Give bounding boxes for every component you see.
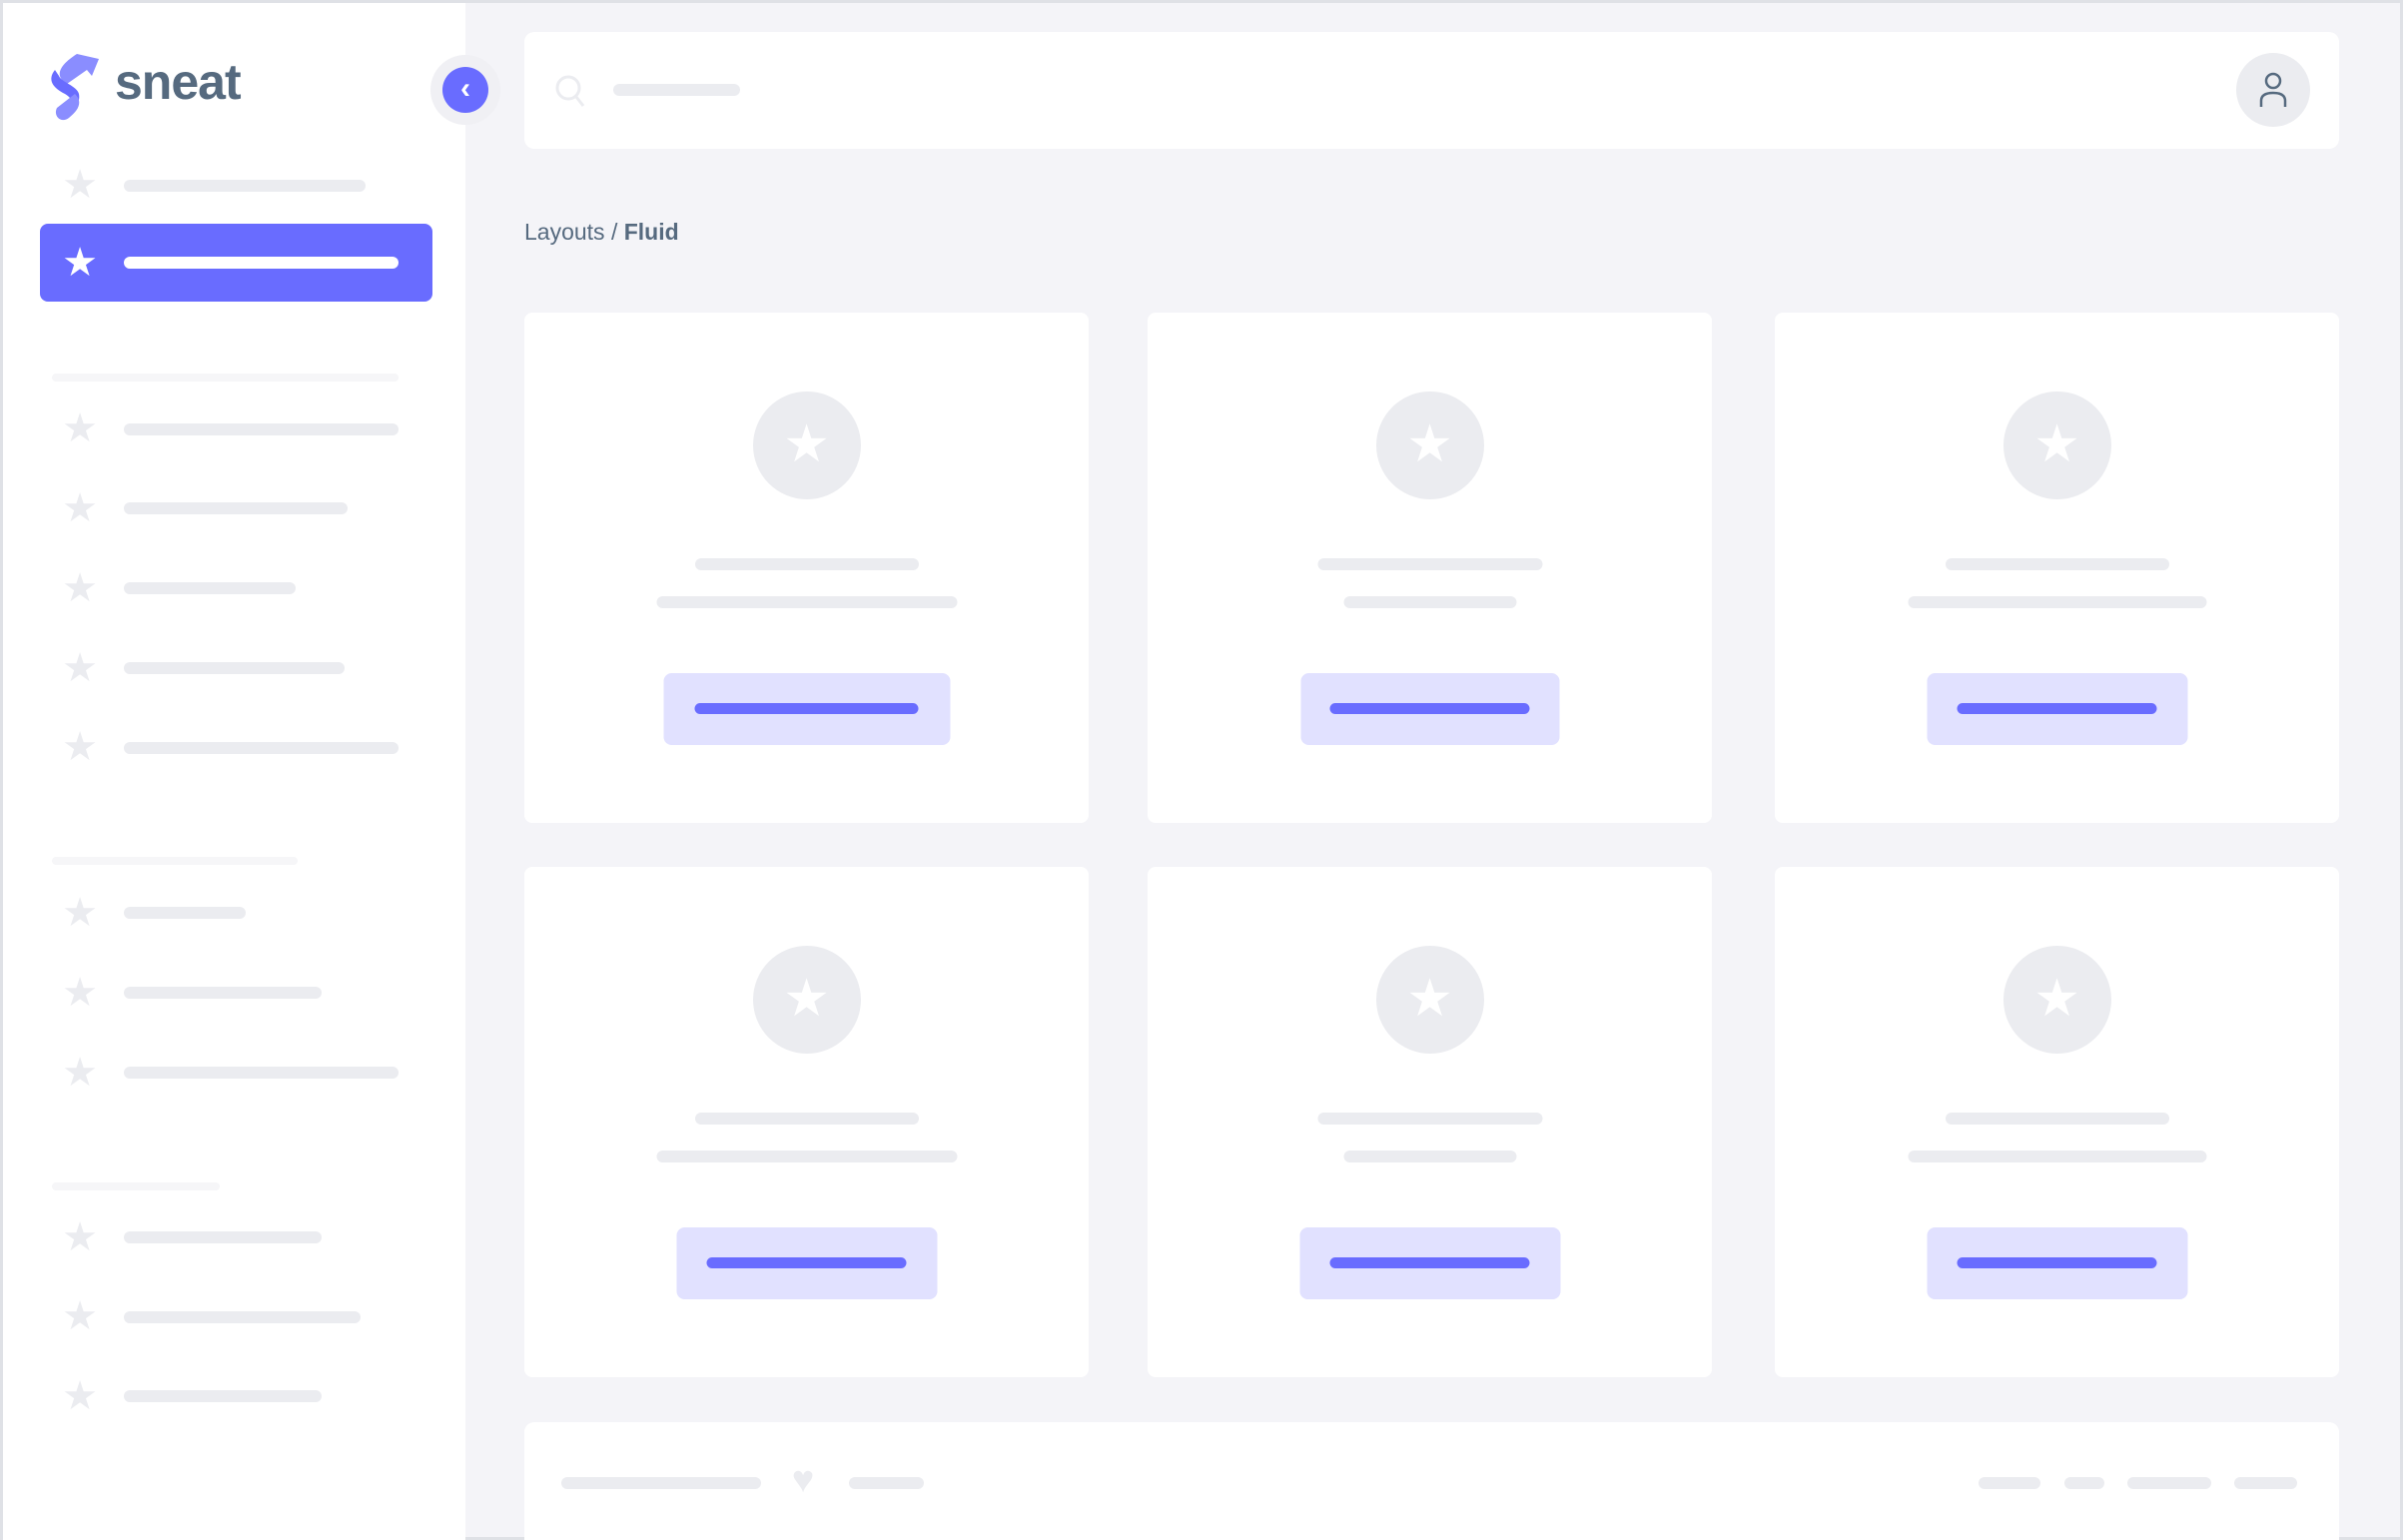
menu-item[interactable] (124, 502, 348, 514)
user-avatar[interactable] (2236, 53, 2310, 127)
star-icon: ★ (62, 1294, 98, 1338)
menu-item[interactable] (124, 1067, 399, 1079)
star-icon: ★ (62, 241, 98, 285)
menu-item[interactable] (124, 180, 366, 192)
star-icon: ★ (752, 946, 861, 1054)
placeholder-line (1908, 1151, 2206, 1162)
star-icon: ★ (1375, 946, 1484, 1054)
menu-section-header (52, 374, 399, 382)
breadcrumb: Layouts / Fluid (524, 219, 679, 246)
placeholder-line (694, 558, 919, 570)
star-icon: ★ (2002, 391, 2111, 499)
card: ★ (524, 867, 1089, 1377)
breadcrumb-current: Fluid (623, 219, 679, 245)
footer-link[interactable] (2064, 1477, 2104, 1489)
star-icon: ★ (752, 391, 861, 499)
breadcrumb-parent[interactable]: Layouts (524, 219, 605, 245)
menu-section-header (52, 1182, 220, 1190)
menu-item[interactable] (124, 1231, 322, 1243)
top-navbar (524, 32, 2339, 149)
menu-item-active[interactable]: ★ (40, 224, 432, 302)
star-icon: ★ (62, 566, 98, 610)
breadcrumb-separator: / (604, 219, 624, 245)
star-icon: ★ (2002, 946, 2111, 1054)
placeholder-line (1908, 596, 2206, 608)
star-icon: ★ (62, 163, 98, 207)
footer-text (561, 1477, 761, 1489)
star-icon: ★ (62, 971, 98, 1015)
menu-item[interactable] (124, 1311, 361, 1323)
star-icon: ★ (62, 486, 98, 530)
star-icon: ★ (62, 1051, 98, 1095)
card: ★ (524, 313, 1089, 823)
logo-icon (51, 54, 99, 121)
card: ★ (1148, 867, 1712, 1377)
card-button[interactable] (676, 1227, 937, 1299)
star-icon: ★ (62, 725, 98, 769)
star-icon: ★ (62, 891, 98, 935)
menu-item[interactable] (124, 582, 296, 594)
placeholder-line (1343, 1151, 1516, 1162)
card: ★ (1775, 867, 2339, 1377)
card-button[interactable] (1927, 673, 2187, 745)
card-button[interactable] (1300, 673, 1559, 745)
footer: ♥ (524, 1422, 2339, 1540)
chevron-left-icon[interactable]: ‹ (442, 67, 488, 113)
card-button[interactable] (1927, 1227, 2187, 1299)
placeholder-line (656, 1151, 957, 1162)
card: ★ (1148, 313, 1712, 823)
footer-link[interactable] (2234, 1477, 2297, 1489)
footer-link[interactable] (2127, 1477, 2211, 1489)
menu-item[interactable] (124, 423, 399, 435)
user-icon (2259, 72, 2287, 107)
card: ★ (1775, 313, 2339, 823)
menu-item-label (124, 257, 399, 269)
placeholder-line (1317, 558, 1542, 570)
footer-link[interactable] (1979, 1477, 2040, 1489)
menu-item[interactable] (124, 987, 322, 999)
placeholder-line (1945, 1113, 2169, 1125)
placeholder-line (656, 596, 957, 608)
search-icon[interactable] (554, 74, 588, 110)
placeholder-line (1317, 1113, 1542, 1125)
menu-section-header (52, 857, 298, 865)
star-icon: ★ (62, 1374, 98, 1418)
menu-item[interactable] (124, 907, 246, 919)
placeholder-line (1945, 558, 2169, 570)
star-icon: ★ (1375, 391, 1484, 499)
star-icon: ★ (62, 1215, 98, 1259)
placeholder-line (694, 1113, 919, 1125)
sidebar: sneat ‹ ★ ★ ★ ★ ★ ★ ★ ★ ★ ★ ★ ★ ★ (3, 3, 500, 1540)
placeholder-line (1343, 596, 1516, 608)
star-icon: ★ (62, 406, 98, 450)
star-icon: ★ (62, 646, 98, 690)
card-button[interactable] (1299, 1227, 1560, 1299)
card-button[interactable] (663, 673, 950, 745)
menu-item[interactable] (124, 662, 345, 674)
menu-item[interactable] (124, 742, 399, 754)
heart-icon: ♥ (791, 1459, 815, 1501)
search-input[interactable] (613, 84, 740, 96)
footer-link[interactable] (849, 1477, 924, 1489)
logo-text: sneat (115, 54, 242, 110)
menu-item[interactable] (124, 1390, 322, 1402)
